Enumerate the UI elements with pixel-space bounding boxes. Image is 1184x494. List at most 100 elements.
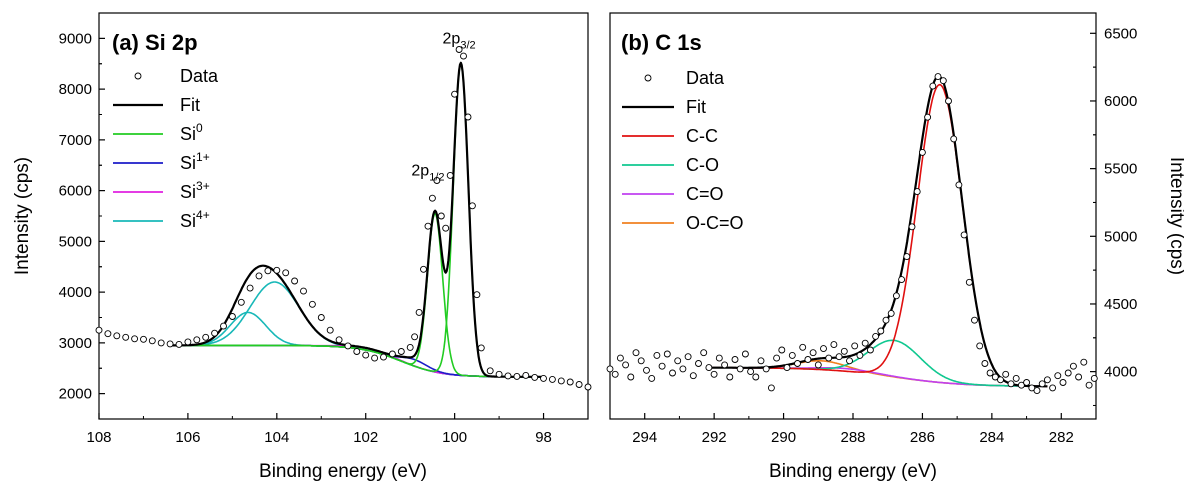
data-point — [388, 350, 396, 358]
data-point — [741, 350, 749, 358]
legend-label: Si4+ — [180, 208, 210, 231]
data-point — [282, 269, 290, 277]
legend-label: Si1+ — [180, 150, 210, 173]
data-point — [513, 372, 521, 380]
y-tick-label: 7000 — [59, 132, 92, 149]
data-point — [929, 82, 937, 90]
data-point — [788, 351, 796, 359]
data-point — [540, 374, 547, 382]
x-tick-label: 106 — [175, 429, 200, 446]
data-point — [1033, 387, 1041, 395]
data-point — [228, 313, 236, 320]
data-point — [1002, 370, 1010, 378]
fit-curve — [169, 61, 544, 378]
data-point — [495, 370, 503, 378]
data-point — [715, 354, 723, 362]
data-point — [1059, 379, 1067, 386]
y-tick-label: 9000 — [59, 30, 92, 47]
data-point — [1012, 374, 1020, 382]
data-point — [747, 368, 755, 376]
data-point — [991, 373, 999, 381]
data-point — [820, 345, 827, 353]
data-point — [814, 361, 822, 369]
data-point — [464, 113, 472, 121]
panel-label: (a) Si 2p — [112, 30, 198, 55]
x-tick-label: 286 — [910, 429, 935, 446]
legend-label-superscript: 0 — [196, 121, 203, 135]
data-point — [1069, 362, 1077, 370]
data-point — [131, 335, 139, 343]
data-point — [451, 90, 459, 98]
y-tick-label: 2000 — [59, 386, 92, 403]
legend-label-text: Data — [686, 68, 725, 88]
data-point — [468, 202, 476, 210]
y-axis-ticks: 2000 3000 4000 5000 6000 7000 8000 9000 — [59, 30, 105, 403]
data-point — [700, 349, 708, 357]
data-point — [477, 344, 485, 352]
y-tick-label: 5000 — [59, 233, 92, 250]
y-tick-label: 8000 — [59, 81, 92, 98]
data-point — [113, 332, 121, 340]
si-2p-panel: 108 106 104 102 100 98 2000 3000 4000 5000 6000 70… — [12, 12, 592, 482]
y-tick-label: 3000 — [59, 335, 92, 352]
data-point — [575, 381, 583, 388]
data-point — [669, 369, 676, 377]
x-tick-label: 98 — [535, 429, 552, 446]
data-point — [965, 278, 973, 286]
data-point — [548, 375, 556, 383]
data-point — [778, 346, 786, 354]
data-point — [851, 342, 859, 350]
data-point — [1054, 372, 1062, 380]
data-point — [317, 314, 325, 321]
legend-label-text: Fit — [686, 97, 706, 117]
data-point — [1028, 384, 1036, 392]
x-tick-label: 294 — [632, 429, 657, 446]
data-point — [757, 357, 765, 365]
data-point — [674, 357, 682, 365]
y-tick-label: 6000 — [59, 183, 92, 200]
data-point — [237, 298, 245, 306]
data-point — [353, 348, 361, 355]
legend-label-text: Si — [180, 124, 196, 144]
legend-marker — [134, 72, 142, 80]
data-point — [406, 343, 414, 351]
x-tick-label: 282 — [1049, 429, 1074, 446]
peak-label-subscript: 3/2 — [460, 39, 475, 51]
legend-label-text: Si — [180, 182, 196, 202]
data-point — [460, 52, 467, 60]
peak-label-text: 2p — [411, 162, 429, 179]
data-point — [300, 287, 307, 295]
x-tick-label: 284 — [979, 429, 1004, 446]
data-point — [804, 356, 812, 363]
y-tick-label: 5500 — [1104, 161, 1137, 178]
data-point — [442, 224, 450, 232]
data-point — [892, 292, 900, 300]
x-tick-label: 104 — [264, 429, 289, 446]
data-point — [637, 357, 645, 365]
data-point — [632, 349, 640, 357]
legend-label-superscript: 1+ — [196, 150, 210, 164]
data-point — [566, 378, 574, 386]
data-point — [522, 371, 530, 379]
data-point — [872, 332, 880, 340]
data-point — [643, 366, 650, 374]
data-point — [648, 374, 656, 382]
y-tick-label: 5000 — [1104, 228, 1137, 245]
data-point — [955, 181, 963, 189]
x-tick-label: 292 — [702, 429, 727, 446]
data-point — [679, 365, 687, 373]
data-point — [653, 351, 661, 359]
data-point — [557, 377, 565, 385]
x-tick-label: 288 — [840, 429, 865, 446]
data-point — [913, 188, 921, 196]
data-point — [415, 308, 423, 316]
data-point — [1075, 373, 1083, 381]
data-point — [1017, 381, 1025, 389]
y-tick-label: 4000 — [59, 284, 92, 301]
data-point — [95, 326, 103, 334]
data-point — [721, 361, 729, 369]
legend-label: O-C=O — [686, 213, 744, 233]
data-point — [622, 361, 630, 369]
